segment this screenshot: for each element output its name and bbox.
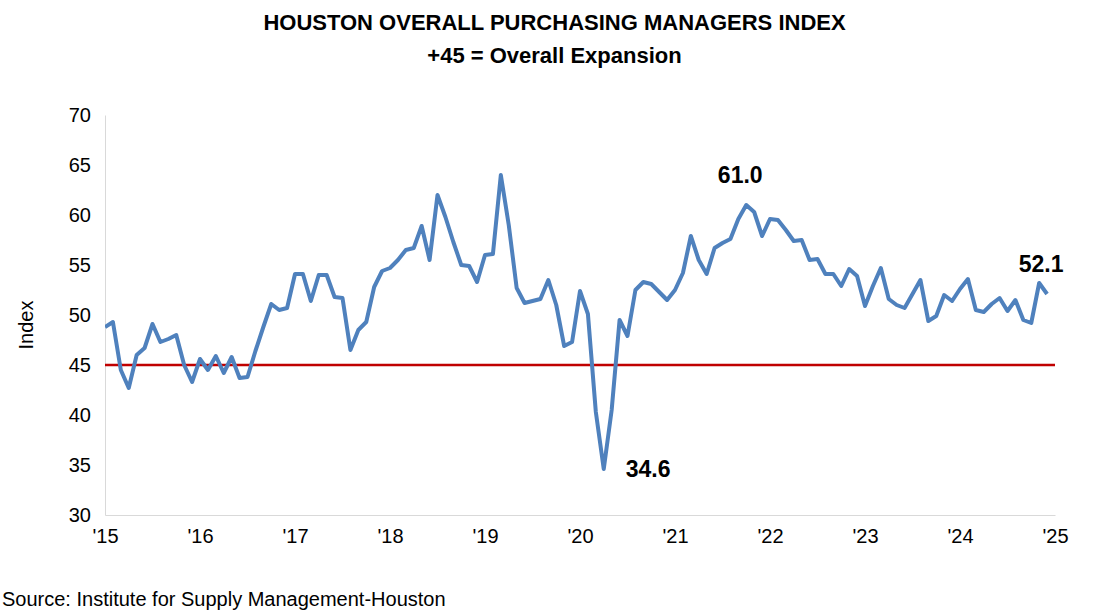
x-tick: '20 — [567, 515, 593, 547]
data-label: 52.1 — [1019, 251, 1064, 277]
x-tick-label: '18 — [377, 525, 403, 547]
y-tick-label: 45 — [69, 354, 91, 376]
y-tick-label: 60 — [69, 204, 91, 226]
y-tick-label: 30 — [69, 504, 91, 526]
chart: HOUSTON OVERALL PURCHASING MANAGERS INDE… — [0, 0, 1109, 615]
x-tick-label: '24 — [947, 525, 973, 547]
x-tick-label: '17 — [282, 525, 308, 547]
source: Source: Institute for Supply Management-… — [2, 588, 446, 610]
x-tick-label: '16 — [187, 525, 213, 547]
x-tick: '15 — [92, 515, 118, 547]
x-tick-label: '21 — [662, 525, 688, 547]
x-tick-label: '19 — [472, 525, 498, 547]
x-tick: '21 — [662, 515, 688, 547]
y-tick: 55 — [69, 254, 105, 276]
y-axis-title: Index — [15, 301, 37, 350]
x-tick: '16 — [187, 515, 213, 547]
x-axis: '15 '16 '17 '18 '19 '20 '21 '22 '23 '24 '25 — [92, 515, 1068, 547]
x-tick: '22 — [757, 515, 783, 547]
subtitle: +45 = Overall Expansion — [427, 43, 681, 68]
y-tick: 65 — [69, 154, 105, 176]
y-tick-label: 70 — [69, 104, 91, 126]
x-axis-line — [106, 515, 1056, 516]
x-tick: '24 — [947, 515, 973, 547]
y-tick: 50 — [69, 304, 105, 326]
y-tick-label: 40 — [69, 404, 91, 426]
x-tick-label: '22 — [757, 525, 783, 547]
x-tick: '18 — [377, 515, 403, 547]
y-axis-line — [105, 116, 106, 516]
y-tick: 60 — [69, 204, 105, 226]
x-tick: '25 — [1042, 515, 1068, 547]
x-tick: '23 — [852, 515, 878, 547]
y-tick-label: 65 — [69, 154, 91, 176]
y-tick: 40 — [69, 404, 105, 426]
y-axis: 30 35 40 45 50 55 60 65 70 — [69, 104, 106, 526]
y-tick-label: 50 — [69, 304, 91, 326]
series-line — [105, 175, 1047, 469]
x-tick: '17 — [282, 515, 308, 547]
x-tick: '19 — [472, 515, 498, 547]
y-tick: 45 — [69, 354, 105, 376]
data-labels: 34.6 61.0 52.1 — [626, 162, 1064, 482]
plot-area — [105, 175, 1055, 469]
y-tick: 30 — [69, 504, 105, 526]
x-tick-label: '20 — [567, 525, 593, 547]
x-tick-label: '15 — [92, 525, 118, 547]
y-tick: 35 — [69, 454, 105, 476]
x-tick-label: '25 — [1042, 525, 1068, 547]
x-tick-label: '23 — [852, 525, 878, 547]
data-label: 61.0 — [718, 162, 763, 188]
threshold-line — [105, 364, 1055, 367]
data-label: 34.6 — [626, 456, 671, 482]
y-tick-label: 55 — [69, 254, 91, 276]
title: HOUSTON OVERALL PURCHASING MANAGERS INDE… — [263, 10, 846, 35]
y-tick-label: 35 — [69, 454, 91, 476]
y-tick: 70 — [69, 104, 105, 126]
